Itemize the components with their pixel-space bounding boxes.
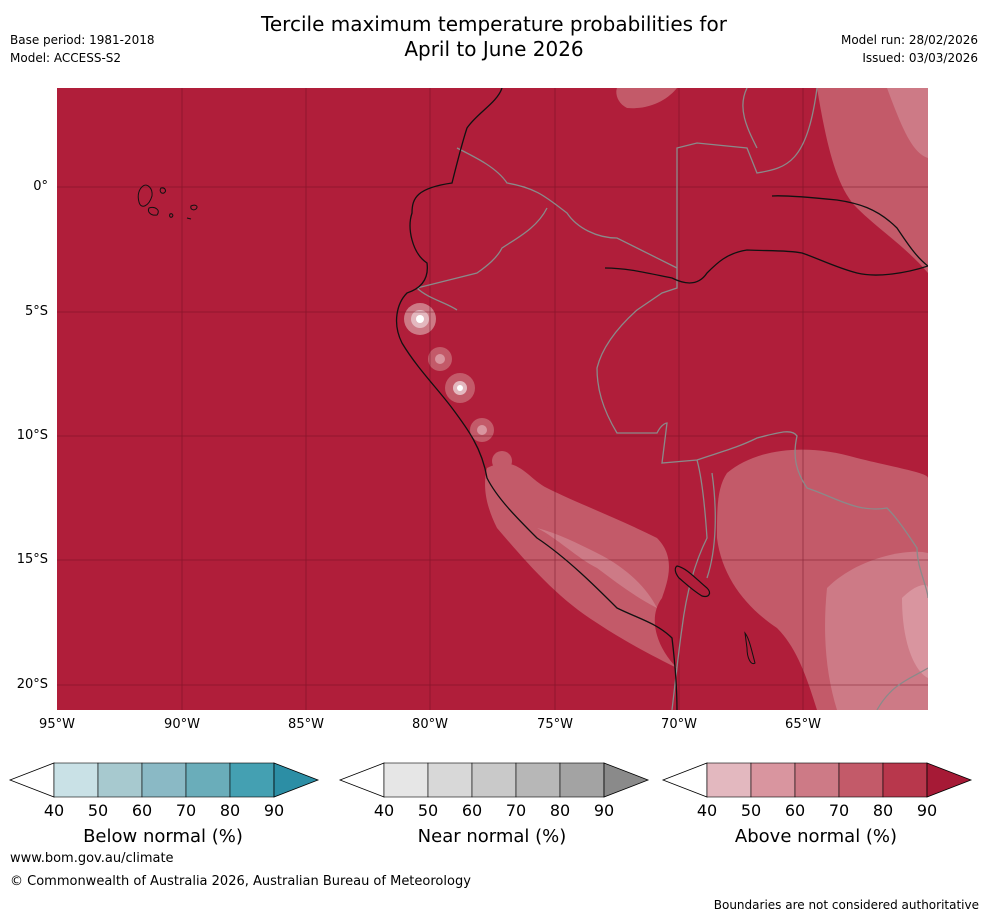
colorbar-segment <box>97 762 143 798</box>
galapagos-islands <box>137 184 198 220</box>
lon-label: 75°W <box>537 717 573 732</box>
colorbar-segment <box>471 762 517 798</box>
colorbar-tick-label: 70 <box>175 801 197 820</box>
colorbar-extend-low <box>338 762 385 798</box>
colorbar-tick-label: 70 <box>828 801 850 820</box>
footer-url[interactable]: www.bom.gov.au/climate <box>10 851 174 866</box>
contour-band-80 <box>817 88 928 273</box>
colorbar-extend-high <box>273 762 320 798</box>
lon-label: 85°W <box>288 717 324 732</box>
contour-band-60 <box>902 585 928 678</box>
contour-band-80 <box>616 88 677 109</box>
model-name: Model: ACCESS-S2 <box>10 51 122 65</box>
colorbar-tick-label: 70 <box>505 801 527 820</box>
colorbar-extend-high <box>926 762 973 798</box>
meta-right: Model run: 28/02/2026 Issued: 03/03/2026 <box>841 31 978 67</box>
colorbar-tick-label: 80 <box>872 801 894 820</box>
footer-disclaimer: Boundaries are not considered authoritat… <box>713 898 979 912</box>
colorbar-segment <box>838 762 884 798</box>
colorbar-segment <box>882 762 928 798</box>
amazon-river <box>771 195 928 267</box>
colorbar-segment <box>794 762 840 798</box>
lon-label: 90°W <box>164 717 200 732</box>
amazon-river <box>604 249 928 284</box>
title-line-2: April to June 2026 <box>404 37 584 61</box>
colorbar-tick-label: 60 <box>461 801 483 820</box>
lat-label: 0° <box>33 179 48 194</box>
coastline <box>395 88 928 710</box>
lat-label: 15°S <box>16 552 48 567</box>
meta-left: Base period: 1981-2018 Model: ACCESS-S2 <box>10 31 155 67</box>
colorbar-segment <box>141 762 187 798</box>
colorbar-extend-low <box>661 762 708 798</box>
colorbar-tick-label: 90 <box>916 801 938 820</box>
colorbar-segment <box>515 762 561 798</box>
colorbar-title-above: Above normal (%) <box>734 826 898 847</box>
colorbar-segment <box>383 762 429 798</box>
colorbar-tick-label: 50 <box>87 801 109 820</box>
lake <box>744 631 756 665</box>
contour-band-70 <box>825 551 928 710</box>
colorbar-tick-label: 60 <box>784 801 806 820</box>
colorbar-segment <box>53 762 99 798</box>
lon-label: 80°W <box>412 717 448 732</box>
base-period: Base period: 1981-2018 <box>10 33 155 47</box>
pacific-coast <box>395 88 678 710</box>
lat-label: 20°S <box>16 677 48 692</box>
lat-label: 5°S <box>24 304 48 319</box>
colorbar-tick-label: 90 <box>593 801 615 820</box>
contour-band-70 <box>887 88 928 158</box>
colorbar-tick-label: 50 <box>740 801 762 820</box>
lon-label: 95°W <box>39 717 75 732</box>
colorbar-tick-label: 80 <box>549 801 571 820</box>
model-run: Model run: 28/02/2026 <box>840 33 978 47</box>
colorbar-tick-label: 80 <box>219 801 241 820</box>
contour-band-70 <box>537 528 657 608</box>
issued-date: Issued: 03/03/2026 <box>862 51 978 65</box>
title-line-1: Tercile maximum temperature probabilitie… <box>261 12 727 36</box>
colorbar-near-normal <box>338 762 650 798</box>
colorbar-tick-label: 90 <box>263 801 285 820</box>
lon-label: 65°W <box>785 717 821 732</box>
chart-title: Tercile maximum temperature probabilitie… <box>0 12 988 62</box>
colorbar-title-below: Below normal (%) <box>83 826 243 847</box>
colorbar-segment <box>229 762 275 798</box>
colorbar-extend-low <box>8 762 55 798</box>
colorbar-segment <box>427 762 473 798</box>
lat-label: 10°S <box>16 428 48 443</box>
colorbar-tick-label: 40 <box>696 801 718 820</box>
colorbar-tick-label: 50 <box>417 801 439 820</box>
colorbar-extend-high <box>603 762 650 798</box>
colorbar-title-near: Near normal (%) <box>417 826 567 847</box>
lake-titicaca <box>674 565 711 598</box>
colorbar-tick-label: 60 <box>131 801 153 820</box>
colorbar-below-normal <box>8 762 320 798</box>
lon-label: 70°W <box>661 717 697 732</box>
colorbar-above-normal <box>661 762 973 798</box>
colorbars <box>8 762 973 798</box>
colorbar-segment <box>750 762 796 798</box>
graticule <box>57 88 928 710</box>
colorbar-segment <box>559 762 605 798</box>
colorbar-tick-label: 40 <box>43 801 65 820</box>
colorbar-tick-label: 40 <box>373 801 395 820</box>
probability-map <box>57 88 928 710</box>
coastal-hotspots <box>404 303 552 526</box>
colorbar-segment <box>706 762 752 798</box>
footer-copyright: © Commonwealth of Australia 2026, Austra… <box>10 874 471 889</box>
colorbar-segment <box>185 762 231 798</box>
